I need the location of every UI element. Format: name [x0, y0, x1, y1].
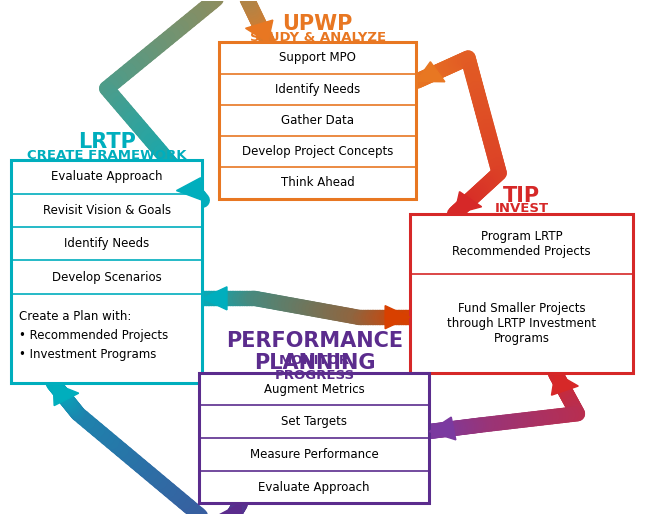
Text: Identify Needs: Identify Needs: [275, 83, 360, 96]
Text: Measure Performance: Measure Performance: [250, 448, 378, 461]
FancyBboxPatch shape: [11, 160, 202, 383]
Polygon shape: [416, 62, 445, 82]
Text: LRTP: LRTP: [78, 132, 136, 152]
Polygon shape: [429, 417, 456, 440]
Text: Think Ahead: Think Ahead: [281, 177, 354, 190]
Polygon shape: [53, 383, 79, 406]
FancyBboxPatch shape: [199, 373, 429, 503]
Text: Gather Data: Gather Data: [281, 114, 354, 127]
Text: INVEST: INVEST: [495, 202, 549, 215]
Text: TIP: TIP: [503, 186, 540, 206]
Text: Program LRTP
Recommended Projects: Program LRTP Recommended Projects: [452, 230, 591, 258]
Text: Revisit Vision & Goals: Revisit Vision & Goals: [43, 204, 171, 217]
Text: Develop Scenarios: Develop Scenarios: [52, 271, 161, 284]
Polygon shape: [176, 178, 202, 200]
Text: UPWP: UPWP: [283, 14, 353, 35]
Text: Fund Smaller Projects
through LRTP Investment
Programs: Fund Smaller Projects through LRTP Inves…: [447, 302, 596, 345]
Polygon shape: [245, 20, 273, 42]
Polygon shape: [202, 287, 227, 310]
Text: STUDY & ANALYZE: STUDY & ANALYZE: [250, 31, 386, 44]
Text: Evaluate Approach: Evaluate Approach: [51, 170, 163, 183]
FancyBboxPatch shape: [409, 214, 633, 373]
Text: Create a Plan with:
• Recommended Projects
• Investment Programs: Create a Plan with: • Recommended Projec…: [19, 311, 168, 362]
Text: Augment Metrics: Augment Metrics: [264, 383, 365, 396]
Text: Evaluate Approach: Evaluate Approach: [258, 480, 370, 493]
Text: Develop Project Concepts: Develop Project Concepts: [242, 145, 393, 158]
Text: Set Targets: Set Targets: [281, 415, 347, 428]
Text: PERFORMANCE
PLANNING: PERFORMANCE PLANNING: [226, 331, 403, 373]
Polygon shape: [385, 305, 409, 329]
Polygon shape: [454, 192, 482, 214]
Polygon shape: [217, 503, 243, 515]
Text: CREATE FRAMEWORK: CREATE FRAMEWORK: [27, 148, 187, 162]
FancyBboxPatch shape: [219, 42, 416, 199]
Polygon shape: [551, 373, 578, 395]
Text: Identify Needs: Identify Needs: [64, 237, 149, 250]
Text: MONITOR
PROGRESS: MONITOR PROGRESS: [275, 354, 355, 382]
Text: Support MPO: Support MPO: [279, 52, 356, 64]
